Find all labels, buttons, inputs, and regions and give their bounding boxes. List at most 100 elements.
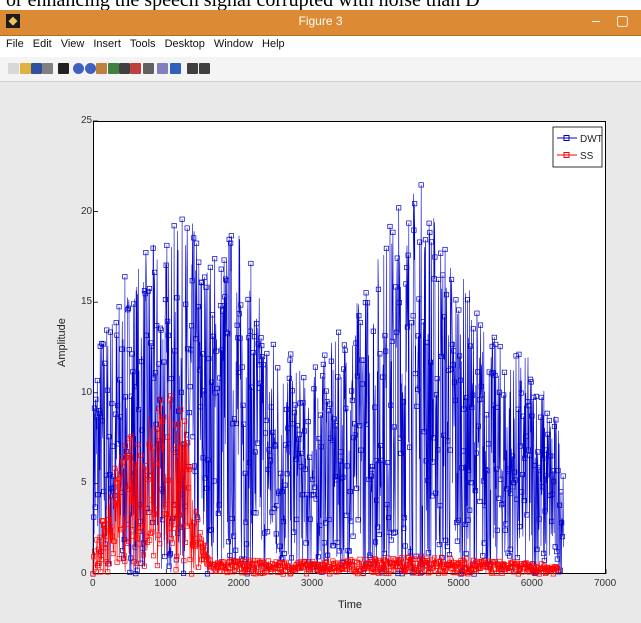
legend-icon[interactable] [170, 63, 181, 74]
colorbar-icon[interactable] [157, 63, 168, 74]
series-point-ss [322, 560, 328, 566]
series-point-dwt [353, 340, 359, 346]
series-point-dwt [390, 229, 396, 235]
series-point-dwt [539, 484, 545, 490]
series-point-ss [311, 561, 317, 567]
menu-help[interactable]: Help [262, 38, 285, 50]
series-point-ss [203, 547, 209, 553]
menu-window[interactable]: Window [213, 38, 254, 50]
series-point-dwt [222, 294, 228, 300]
menu-view[interactable]: View [60, 38, 85, 50]
x-tick-label: 2000 [227, 578, 250, 589]
series-point-dwt [126, 347, 132, 353]
series-point-dwt [407, 549, 413, 555]
series-point-ss [220, 559, 226, 565]
hide-tools-icon[interactable] [187, 63, 198, 74]
series-point-dwt [445, 438, 451, 444]
matlab-app-icon[interactable]: ◆ [6, 14, 20, 28]
menu-tools[interactable]: Tools [129, 38, 156, 50]
series-point-dwt [100, 341, 106, 347]
series-point-ss [199, 544, 206, 550]
link-icon[interactable] [143, 63, 154, 74]
new-figure-icon[interactable] [8, 63, 19, 74]
series-point-ss [168, 393, 174, 399]
series-point-dwt [542, 508, 548, 514]
series-point-ss [134, 535, 140, 541]
series-point-dwt [191, 463, 197, 469]
pan-icon[interactable] [96, 63, 107, 74]
series-point-ss [323, 559, 329, 565]
series-point-dwt [220, 302, 226, 309]
series-point-ss [164, 434, 171, 440]
series-point-dwt [404, 324, 410, 330]
series-point-dwt [456, 353, 463, 359]
series-point-dwt [515, 406, 521, 412]
series-point-ss [224, 569, 230, 576]
brush-icon[interactable] [130, 63, 141, 74]
series-point-dwt [125, 305, 132, 311]
series-point-ss [186, 467, 192, 473]
data-cursor-icon[interactable] [119, 63, 130, 74]
menu-desktop[interactable]: Desktop [164, 38, 205, 50]
menu-insert[interactable]: Insert [93, 38, 121, 50]
series-point-dwt [183, 301, 189, 307]
series-point-dwt [211, 478, 217, 484]
series-point-dwt [313, 496, 319, 502]
series-point-ss [438, 554, 445, 561]
rotate-icon[interactable] [108, 63, 119, 74]
series-point-dwt [468, 480, 474, 486]
series-point-ss [182, 539, 188, 546]
menu-edit[interactable]: Edit [32, 38, 52, 50]
menu-bar: File Edit View Insert Tools Desktop Window Help [0, 36, 641, 56]
menu-file[interactable]: File [6, 38, 24, 50]
series-point-dwt [478, 322, 484, 328]
series-point-ss [128, 434, 134, 440]
series-point-dwt [428, 359, 434, 365]
series-point-dwt [316, 436, 322, 442]
series-point-dwt [259, 343, 265, 349]
series-point-dwt [294, 423, 300, 429]
series-point-dwt [452, 397, 458, 403]
series-point-dwt [254, 321, 260, 327]
series-point-dwt [482, 502, 488, 509]
series-point-dwt [99, 418, 105, 424]
series-line-dwt [92, 184, 564, 575]
series-point-dwt [514, 496, 520, 502]
series-point-ss [113, 497, 119, 503]
series-point-dwt [116, 304, 122, 310]
window-titlebar[interactable]: ◆ Figure 3 – ▢ [0, 10, 641, 36]
series-point-ss [102, 545, 108, 551]
window-controls[interactable]: – ▢ [592, 12, 635, 28]
series-point-ss [196, 535, 202, 541]
series-point-dwt [223, 276, 229, 282]
series-point-dwt [444, 543, 450, 549]
save-icon[interactable] [31, 63, 42, 74]
series-point-dwt [273, 531, 279, 537]
series-point-dwt [267, 453, 273, 459]
series-point-ss [213, 568, 219, 574]
series-point-dwt [247, 328, 253, 334]
zoom-out-icon[interactable] [85, 63, 96, 74]
series-point-dwt [109, 400, 115, 407]
series-point-dwt [302, 466, 308, 472]
series-point-ss [100, 518, 106, 524]
show-tools-icon[interactable] [199, 63, 210, 74]
series-point-ss [161, 414, 167, 420]
x-tick-label: 4000 [374, 578, 397, 589]
series-point-dwt [310, 491, 316, 498]
pointer-icon[interactable] [58, 63, 69, 74]
series-point-ss [140, 552, 147, 558]
series-point-ss [140, 525, 146, 531]
series-point-dwt [416, 296, 422, 302]
series-point-dwt [559, 520, 565, 526]
series-point-dwt [249, 384, 255, 390]
y-tick-label: 0 [81, 568, 87, 579]
series-point-dwt [189, 278, 195, 284]
open-file-icon[interactable] [20, 63, 31, 74]
series-point-dwt [337, 458, 343, 464]
zoom-in-icon[interactable] [73, 63, 84, 74]
series-point-ss [105, 569, 111, 575]
print-icon[interactable] [42, 63, 53, 74]
series-point-dwt [435, 447, 441, 453]
